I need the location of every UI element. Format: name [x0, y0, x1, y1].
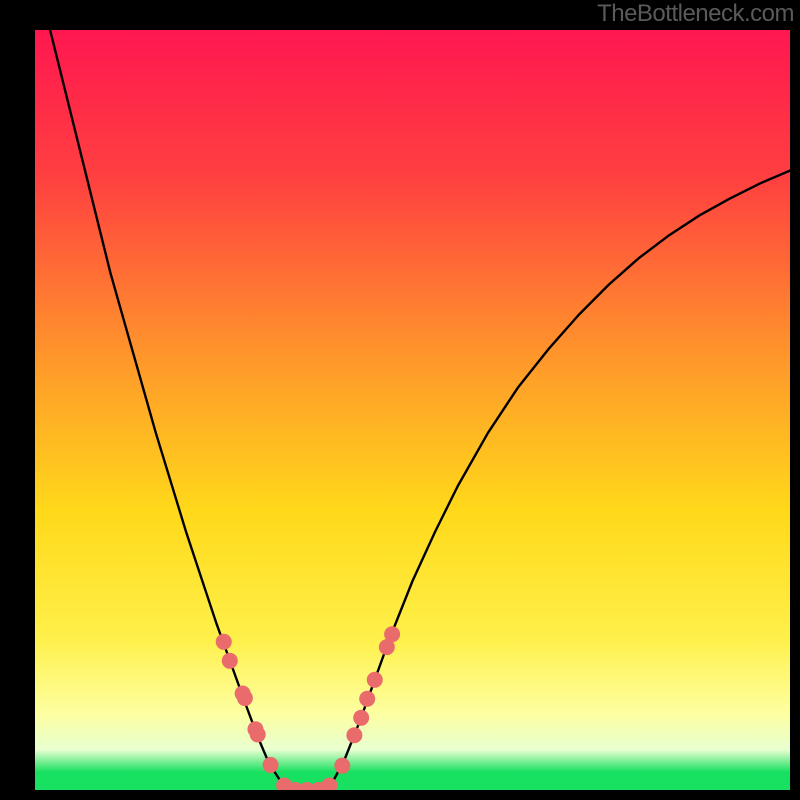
curve-marker: [359, 691, 375, 707]
curve-marker: [353, 710, 369, 726]
curve-marker: [346, 727, 362, 743]
curve-marker: [237, 690, 253, 706]
curve-marker: [334, 758, 350, 774]
curve-marker: [222, 653, 238, 669]
bottleneck-curve-chart: [35, 30, 790, 790]
curve-marker: [384, 626, 400, 642]
watermark-text: TheBottleneck.com: [597, 0, 794, 27]
curve-marker: [263, 757, 279, 773]
gradient-background: [35, 30, 790, 772]
attribution-watermark: TheBottleneck.com: [597, 0, 794, 28]
curve-marker: [367, 672, 383, 688]
curve-marker: [216, 634, 232, 650]
image-frame: TheBottleneck.com: [0, 0, 800, 800]
zero-band: [35, 772, 790, 790]
curve-marker: [250, 727, 266, 743]
